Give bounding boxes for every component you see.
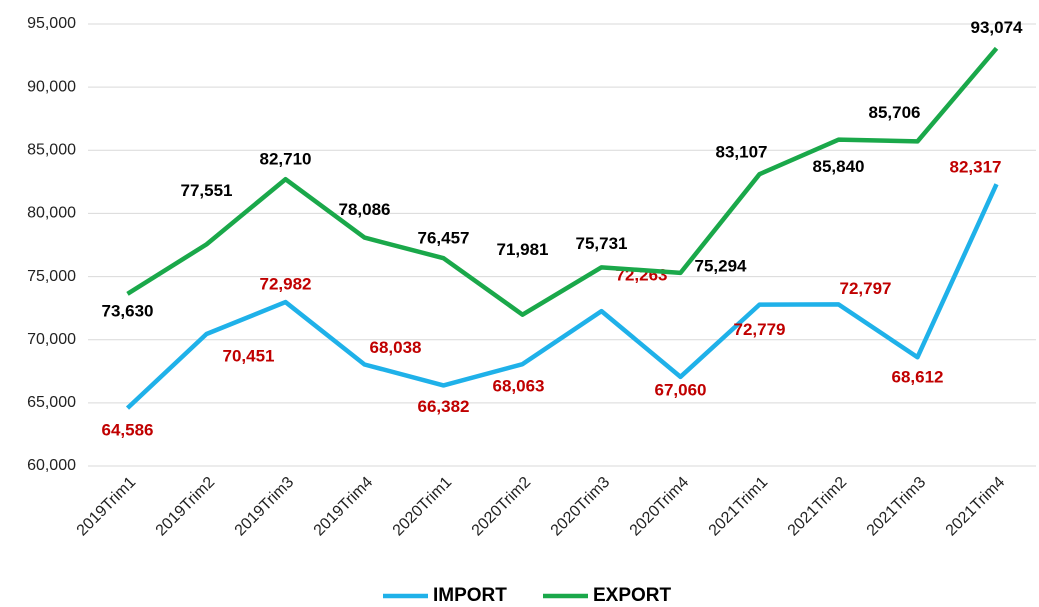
x-tick-label: 2021Trim1 <box>706 474 772 540</box>
data-label: 71,981 <box>497 240 549 259</box>
x-tick-label: 2020Trim4 <box>627 474 693 540</box>
data-label: 75,731 <box>576 234 628 253</box>
data-label: 75,294 <box>695 256 748 275</box>
data-label: 66,382 <box>418 397 470 416</box>
x-tick-label: 2019Trim3 <box>232 474 298 540</box>
y-tick-label: 60,000 <box>27 457 76 474</box>
data-label: 68,063 <box>493 377 545 396</box>
data-label: 85,840 <box>813 157 865 176</box>
data-label: 93,074 <box>971 18 1024 37</box>
data-label: 78,086 <box>339 200 391 219</box>
data-label: 76,457 <box>418 229 470 248</box>
data-label: 68,612 <box>892 368 944 387</box>
x-tick-label: 2020Trim1 <box>390 474 456 540</box>
x-tick-label: 2021Trim2 <box>785 474 851 540</box>
data-label: 64,586 <box>102 421 154 440</box>
data-label: 72,797 <box>840 279 892 298</box>
data-label: 82,710 <box>260 150 312 169</box>
x-tick-label: 2020Trim3 <box>548 474 614 540</box>
y-tick-label: 65,000 <box>27 394 76 411</box>
data-label: 82,317 <box>950 158 1002 177</box>
x-tick-label: 2021Trim4 <box>943 474 1009 540</box>
legend-label: EXPORT <box>593 585 672 606</box>
x-tick-label: 2019Trim2 <box>153 474 219 540</box>
data-label: 77,551 <box>181 181 233 200</box>
data-label: 67,060 <box>655 380 707 399</box>
y-tick-label: 75,000 <box>27 268 76 285</box>
y-tick-label: 90,000 <box>27 78 76 95</box>
y-tick-label: 70,000 <box>27 331 76 348</box>
y-tick-label: 95,000 <box>27 15 76 32</box>
series-line <box>125 183 999 410</box>
data-label: 68,038 <box>370 338 422 357</box>
x-tick-label: 2019Trim1 <box>74 474 140 540</box>
x-tick-label: 2019Trim4 <box>311 474 377 540</box>
series-line <box>126 46 999 317</box>
y-tick-label: 85,000 <box>27 142 76 159</box>
data-label: 72,779 <box>734 320 786 339</box>
data-label: 83,107 <box>716 143 768 162</box>
legend-label: IMPORT <box>433 585 507 606</box>
data-label: 70,451 <box>223 347 275 366</box>
data-label: 85,706 <box>869 103 921 122</box>
x-tick-label: 2021Trim3 <box>864 474 930 540</box>
x-tick-label: 2020Trim2 <box>469 474 535 540</box>
data-label: 73,630 <box>102 301 154 320</box>
y-tick-label: 80,000 <box>27 205 76 222</box>
data-label: 72,982 <box>260 275 312 294</box>
